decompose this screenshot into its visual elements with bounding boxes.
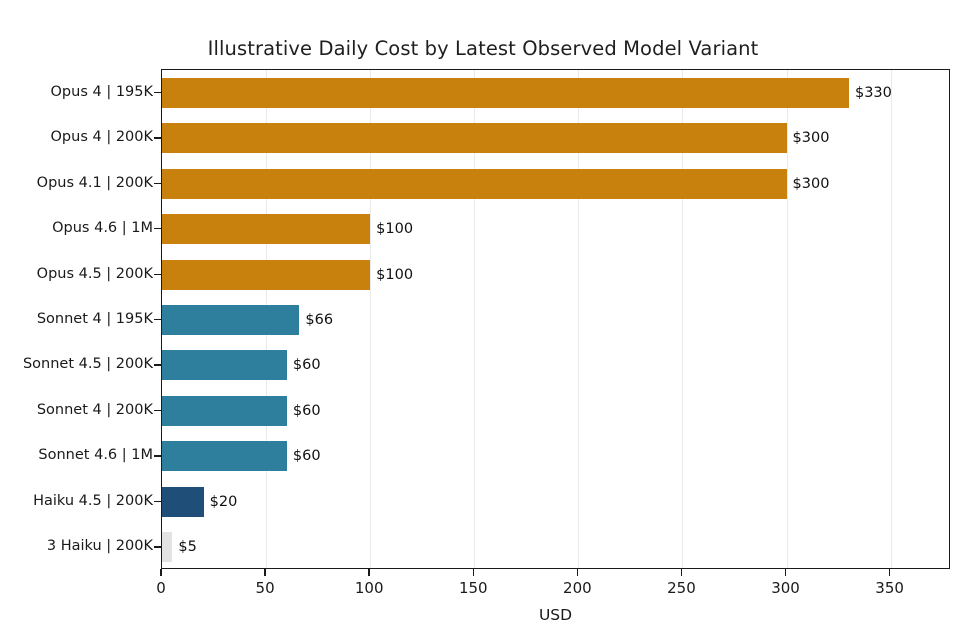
bar-value-label: $100 [376,266,414,283]
x-axis-tick-label: 50 [255,579,275,597]
y-axis-tick-mark [154,182,161,185]
bar[interactable] [162,486,204,517]
bar-value-label: $60 [292,448,321,465]
y-axis-tick-mark [154,273,161,275]
y-axis-tick-mark [154,228,161,230]
y-axis-tick-label: Sonnet 4.6 | 1M [38,447,153,464]
bar[interactable] [162,214,371,245]
chart-title-line-1: Illustrative Daily Cost by Latest Observ… [207,37,759,60]
bar-value-label: $60 [292,402,321,419]
x-axis-tick-mark [368,569,370,576]
bar[interactable] [162,305,300,335]
gridline [786,70,788,568]
bar-value-label: $330 [854,84,892,101]
bar[interactable] [162,395,287,426]
y-axis-tick-mark [154,500,161,503]
bar-value-label: $300 [792,175,830,192]
bar-value-label: $20 [209,493,238,510]
y-axis-tick-label: 3 Haiku | 200K [46,538,153,555]
y-axis-tick-mark [154,319,161,321]
x-axis-tick-label: 300 [771,579,800,597]
x-axis-tick-label: 200 [563,579,592,597]
y-axis-tick-mark [154,364,161,366]
x-axis-tick-mark [680,569,683,576]
y-axis-tick-mark [154,546,161,548]
y-axis-tick-label: Opus 4 | 200K [50,129,153,146]
y-axis-tick-label: Sonnet 4.5 | 200K [22,356,153,373]
gridline [474,70,476,568]
x-axis-tick-label: 0 [156,579,166,597]
bar-value-label: $300 [792,130,830,147]
bar[interactable] [162,168,787,199]
x-axis-ticks: 0 50 100 150 200 250 300 350 [156,569,950,609]
x-axis-tick-mark [888,569,891,576]
plot-area: $330 $300 $300 $100 $100 $66 $60 $60 $60 $20 $5 [161,69,950,569]
bar[interactable] [162,532,173,563]
gridline [578,70,580,568]
gridline [890,70,892,568]
x-axis-tick-mark [472,569,474,576]
bar[interactable] [162,259,371,290]
bar[interactable] [162,77,849,108]
y-axis-tick-label: Sonnet 4 | 195K [36,311,153,327]
y-axis-tick-mark [154,455,161,457]
y-axis-tick-label: Opus 4 | 195K [50,83,153,100]
bar-value-label: $5 [178,539,197,556]
x-axis-tick-mark [160,569,162,576]
bar[interactable] [162,123,787,154]
x-axis-tick-label: 250 [667,579,696,597]
bar[interactable] [162,441,287,472]
y-axis-tick-label: Haiku 4.5 | 200K [33,492,153,509]
y-axis-tick-mark [154,137,161,139]
y-axis-tick-mark [154,409,161,412]
y-axis-tick-label: Opus 4.1 | 200K [36,174,153,191]
x-axis-tick-mark [784,569,787,576]
bar[interactable] [162,350,287,381]
gridline [682,70,684,568]
y-axis-tick-label: Opus 4.6 | 1M [52,220,153,237]
x-axis-tick-label: 350 [875,579,904,597]
bar-value-label: $60 [292,357,321,374]
y-axis-tick-mark [154,91,161,94]
gridline [370,70,372,568]
x-axis-label: USD [538,606,573,624]
y-axis-tick-label: Opus 4.5 | 200K [36,265,153,282]
x-axis-tick-mark [576,569,579,576]
x-axis-tick-label: 100 [354,579,384,597]
x-axis-tick-label: 150 [458,579,488,597]
y-axis-tick-label: Sonnet 4 | 200K [36,401,153,418]
y-axis-tick-labels: Opus 4 | 195K Opus 4 | 200K Opus 4.1 | 200… [0,69,153,569]
bar-value-label: $100 [376,221,414,238]
bar-value-label: $66 [305,312,334,328]
x-axis-tick-mark [264,569,266,576]
